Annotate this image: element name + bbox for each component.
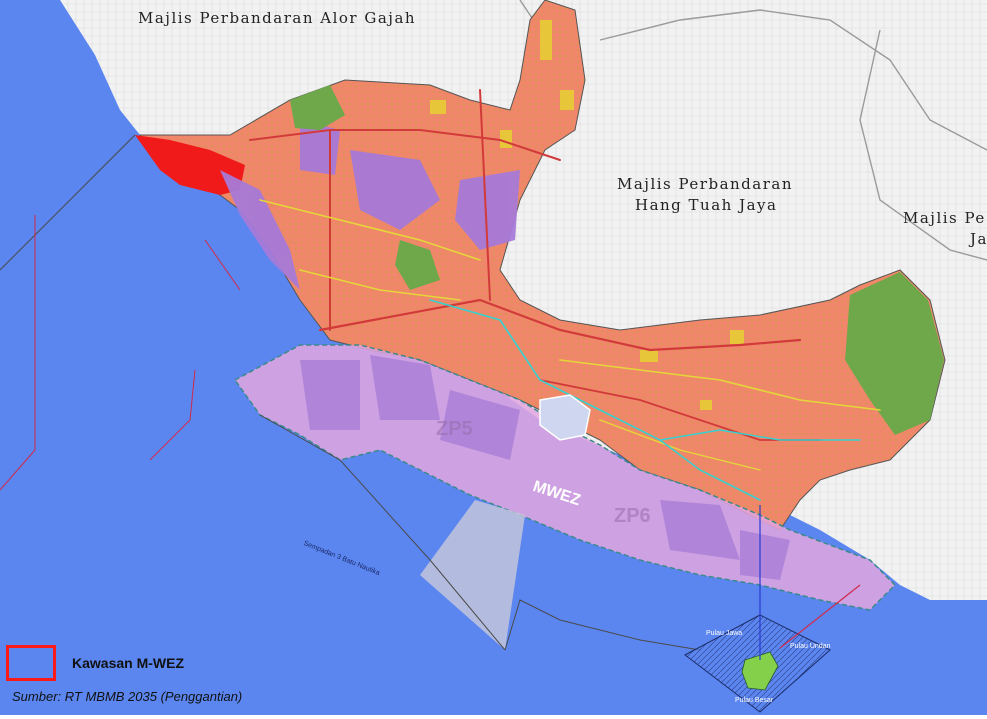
island-link-red: [779, 584, 861, 649]
road-network: [249, 89, 881, 501]
landuse-agriculture: [290, 85, 944, 435]
zone-label-zp6: ZP6: [614, 505, 651, 527]
zone-label-zp5: ZP5: [436, 418, 473, 440]
town-label-jasin-line2: Ja: [970, 230, 987, 248]
landuse-red-zone: [135, 135, 245, 195]
town-label-jasin-line1: Majlis Pe: [903, 209, 986, 227]
legend-mwez-label: Kawasan M-WEZ: [72, 655, 185, 671]
mwez-sub-blocks: [300, 355, 790, 580]
red-boundary-lines: [0, 215, 241, 491]
landuse-commercial: [430, 20, 744, 410]
town-label-alor-gajah: Majlis Perbandaran Alor Gajah: [138, 9, 417, 27]
island-label-1: Pulau Jawa: [706, 630, 743, 637]
sea-wedge: [420, 500, 525, 650]
island-label-3: Pulau Undan: [790, 643, 831, 650]
nautical-boundaries: [0, 134, 701, 651]
town-label-hang-tuah-jaya-line2: Hang Tuah Jaya: [635, 196, 778, 214]
legend-mwez-symbol: [6, 645, 56, 681]
town-label-hang-tuah-jaya-line1: Majlis Perbandaran: [617, 175, 794, 193]
source-note: Sumber: RT MBMB 2035 (Penggantian): [12, 689, 243, 704]
island-label-2: Pulau Besar: [735, 697, 774, 704]
island-green: [741, 651, 779, 691]
landuse-industrial: [220, 120, 520, 290]
city-centre: [539, 394, 591, 441]
